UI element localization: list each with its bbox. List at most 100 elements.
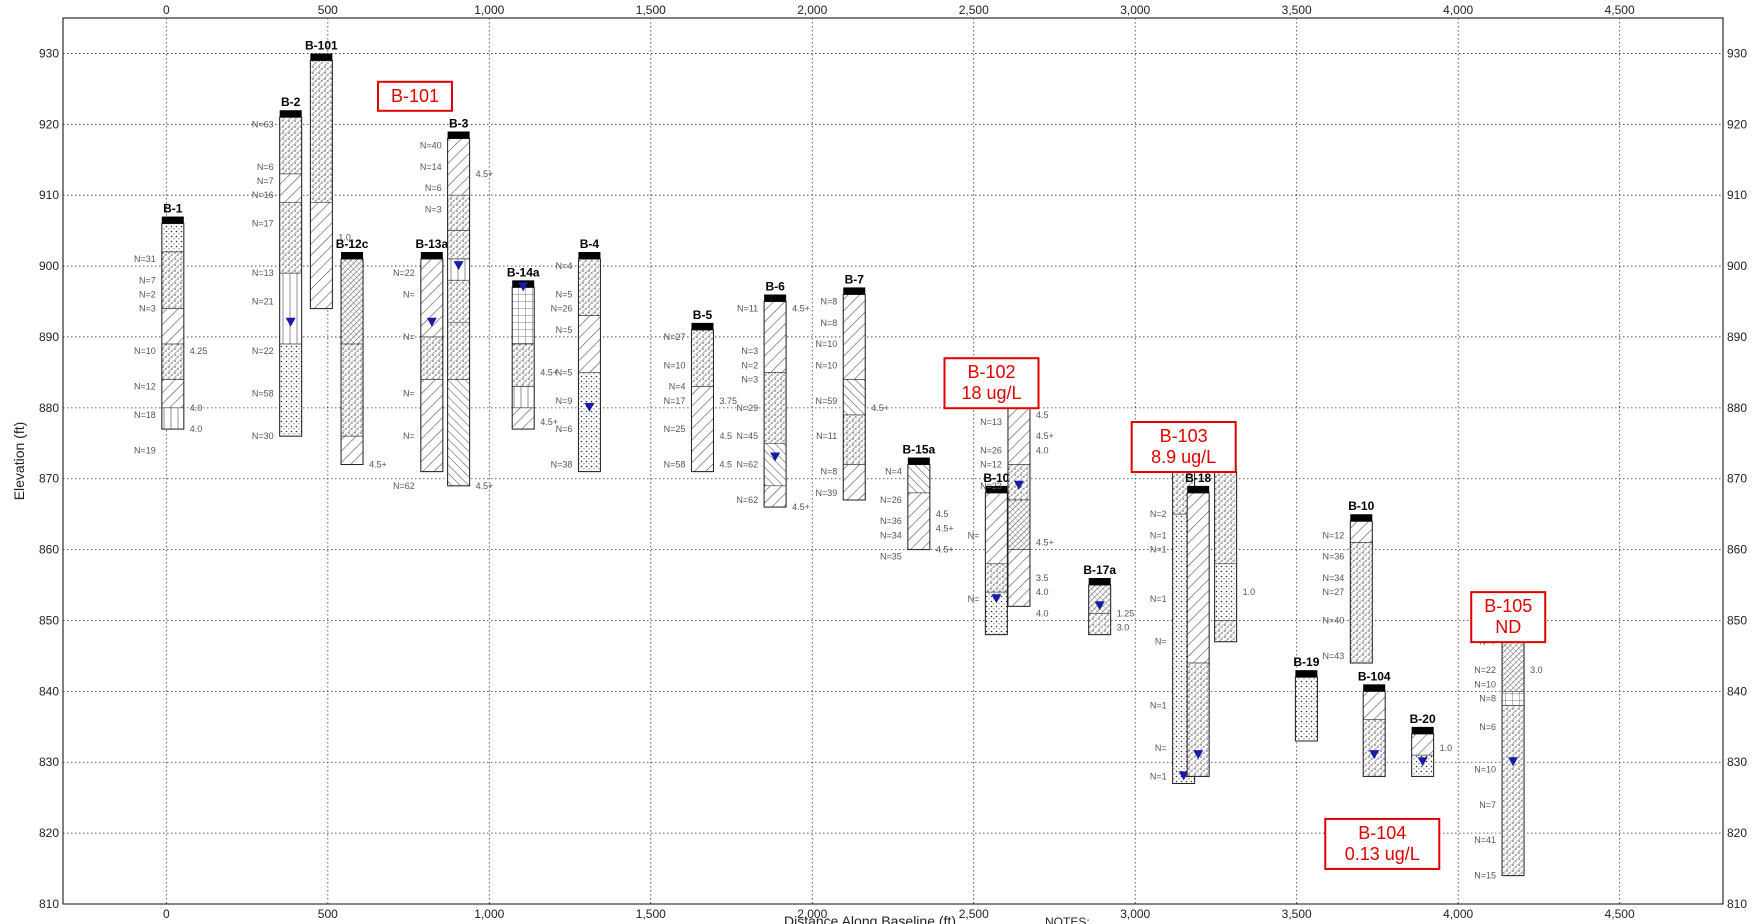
pocket-penetrometer: 4.5+ [1036, 538, 1054, 548]
water-level-icon [1417, 757, 1428, 767]
boring-cap [1088, 578, 1111, 586]
boring-cap [161, 216, 184, 224]
boring-label: B-1 [163, 202, 183, 216]
soil-layer [279, 116, 302, 175]
soil-layer [340, 343, 364, 437]
y-tick-label-right: 860 [1727, 543, 1747, 557]
blow-count: N= [403, 389, 415, 399]
y-axis-title: Elevation (ft) [11, 422, 27, 501]
y-tick-label-left: 840 [39, 684, 59, 698]
water-level-icon [1178, 771, 1189, 781]
soil-layer [340, 258, 364, 345]
pocket-penetrometer: 4.0 [190, 403, 203, 413]
blow-count: N=26 [551, 304, 573, 314]
y-tick-label-left: 870 [39, 472, 59, 486]
blow-count: N=18 [134, 410, 156, 420]
y-tick-label-left: 830 [39, 755, 59, 769]
blow-count: N=6 [556, 424, 573, 434]
boring-b-10: B-10 N=12 N=36 N=34 N=27 N=40 N=43 [1323, 499, 1375, 664]
pocket-penetrometer: 4.5+ [936, 545, 954, 555]
soil-layer [1007, 407, 1031, 465]
boring-cap [310, 53, 333, 61]
water-level-icon [518, 282, 529, 292]
blow-count: N=10 [815, 339, 837, 349]
blow-count: N=11 [816, 431, 837, 441]
callout-text: B-102 [967, 362, 1015, 382]
boring-b-20: B-20 1.0 [1410, 712, 1452, 777]
boring-cap [420, 251, 443, 259]
callout-frame [1324, 817, 1441, 870]
boring-label: B-7 [845, 272, 865, 286]
soil-layer [161, 223, 185, 253]
boring-b-4: B-4 N=4 N=5 N=26 N=5 N=5 N=9 N=6 N=38 [551, 237, 601, 473]
water-level-icon [1193, 750, 1204, 760]
soil-layer [1349, 542, 1373, 664]
blow-count: N=2 [741, 360, 758, 370]
blow-count: N=9 [556, 396, 573, 406]
callout-frame [1470, 591, 1547, 644]
blow-count: N= [1155, 743, 1167, 753]
x-tick-label-top: 0 [163, 3, 170, 17]
x-tick-label-top: 2,000 [797, 3, 827, 17]
pocket-penetrometer: 3.75 [719, 396, 737, 406]
blow-count: N=13 [252, 268, 274, 278]
blow-count: N=31 [134, 254, 156, 264]
soil-layer [578, 372, 601, 472]
soil-layer [763, 485, 787, 508]
boring-cap [1411, 726, 1434, 734]
blow-count: N=41 [1474, 835, 1496, 845]
x-tick-label-bottom: 2,500 [959, 907, 989, 921]
blow-count: N=12 [1323, 530, 1345, 540]
soil-layer [1214, 563, 1237, 621]
boring-label: B-10 [1348, 499, 1374, 513]
soil-layer [763, 372, 787, 444]
callout-text: B-105 [1484, 596, 1532, 616]
pocket-penetrometer: 4.5+ [871, 403, 889, 413]
soil-layer [1214, 471, 1237, 565]
soil-layer [511, 407, 535, 430]
boring-cap [843, 287, 866, 295]
x-tick-label-bottom: 4,500 [1605, 907, 1635, 921]
soil-layer [1186, 662, 1210, 777]
soil-layer [279, 272, 302, 345]
water-level-icon [770, 452, 781, 462]
y-tick-label-right: 890 [1727, 330, 1747, 344]
y-tick-label-left: 890 [39, 330, 59, 344]
y-tick-label-left: 820 [39, 826, 59, 840]
soil-layer [1295, 676, 1318, 742]
soil-layer [907, 492, 931, 550]
pocket-penetrometer: 4.5+ [476, 481, 494, 491]
blow-count: N=3 [741, 374, 758, 384]
blow-count: N=1 [1150, 545, 1167, 555]
blow-count: N=7 [1479, 800, 1496, 810]
x-tick-label-bottom: 1,000 [474, 907, 504, 921]
blow-count: N= [968, 594, 980, 604]
boring-b-18: B-18 [1185, 471, 1212, 777]
blow-count: N=5 [556, 325, 573, 335]
boring-b-101: B-101 1.0 [305, 39, 351, 310]
water-level-icon [285, 317, 296, 327]
soil-layer [161, 343, 185, 380]
pocket-penetrometer: 4.0 [1036, 587, 1049, 597]
soil-layer [985, 492, 1008, 565]
blow-count: N=15 [1474, 871, 1496, 881]
blow-count: N=4 [885, 467, 902, 477]
soil-layer [447, 138, 470, 196]
pocket-penetrometer: 3.5 [1036, 573, 1049, 583]
callout-frame [943, 357, 1040, 410]
blow-count: N=30 [252, 431, 274, 441]
pocket-penetrometer: 3.0 [1117, 623, 1130, 633]
pocket-penetrometer: 4.5+ [540, 417, 558, 427]
boring-cap [1187, 485, 1210, 493]
soil-layer [842, 294, 866, 380]
blow-count: N=17 [664, 396, 686, 406]
pocket-penetrometer: 1.0 [1243, 587, 1256, 597]
blow-count: N=26 [980, 445, 1002, 455]
soil-layer [763, 442, 787, 487]
water-level-icon [1094, 601, 1105, 611]
blow-count: N=4 [669, 382, 686, 392]
pocket-penetrometer: 4.0 [1036, 608, 1049, 618]
